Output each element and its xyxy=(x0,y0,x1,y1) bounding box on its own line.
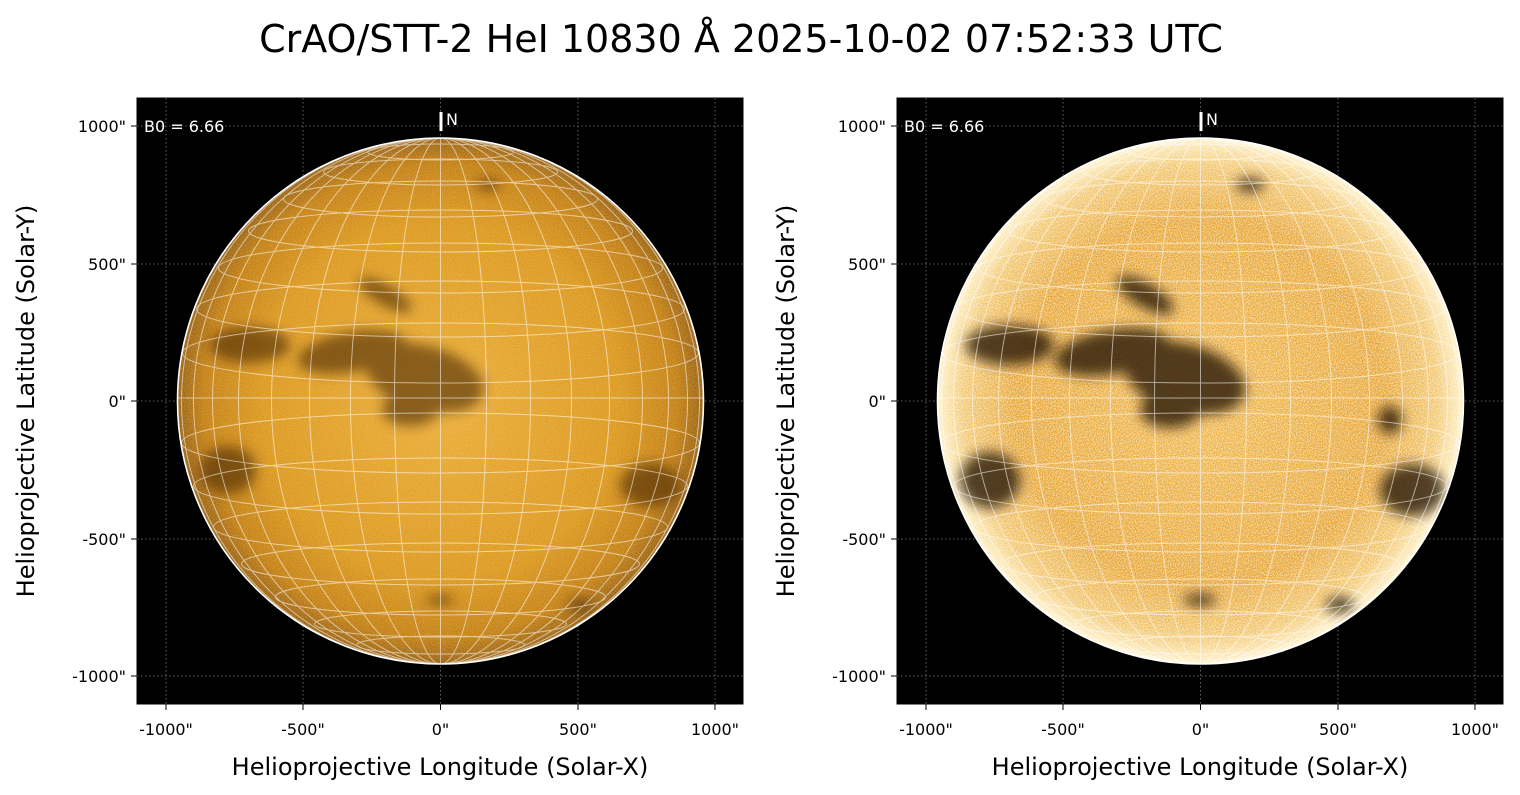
x-axis-label: Helioprojective Longitude (Solar-X) xyxy=(992,753,1409,781)
x-tick-labels: -1000" -500" 0" 500" 1000" xyxy=(899,720,1499,739)
solar-disk xyxy=(937,138,1464,664)
axis-ticks xyxy=(891,125,1476,710)
north-label: N xyxy=(446,110,458,129)
heliographic-grid xyxy=(937,138,1464,664)
solar-panel-standard: N B0 = 6.66 -1000" -500" 0" 500" 1000" 1… xyxy=(12,97,744,781)
figure-title: CrAO/STT-2 HeI 10830 Å 2025-10-02 07:52:… xyxy=(259,17,1223,61)
north-label: N xyxy=(1206,110,1218,129)
y-tick-label: 1000" xyxy=(838,117,886,136)
solar-panel-enhanced: N B0 = 6.66 -1000" -500" 0" 500" 1000" 1… xyxy=(772,97,1504,781)
x-axis-label: Helioprojective Longitude (Solar-X) xyxy=(232,753,649,781)
solar-limb xyxy=(176,137,705,665)
x-tick-label: -1000" xyxy=(139,720,193,739)
y-axis-label: Helioprojective Latitude (Solar-Y) xyxy=(12,205,40,598)
y-tick-label: -500" xyxy=(82,530,126,549)
y-tick-label: 0" xyxy=(108,392,126,411)
x-tick-label: 0" xyxy=(1192,720,1210,739)
y-tick-labels: 1000" 500" 0" -500" -1000" xyxy=(72,117,126,686)
y-axis-label: Helioprojective Latitude (Solar-Y) xyxy=(772,205,800,598)
y-tick-label: -1000" xyxy=(832,667,886,686)
heliographic-grid xyxy=(177,138,704,664)
x-tick-label: 1000" xyxy=(691,720,739,739)
y-tick-label: 500" xyxy=(88,255,126,274)
solar-disk xyxy=(177,138,704,664)
axis-ticks xyxy=(131,125,716,710)
x-tick-label: 500" xyxy=(559,720,597,739)
y-tick-label: 0" xyxy=(868,392,886,411)
x-tick-label: -500" xyxy=(281,720,325,739)
x-tick-label: 1000" xyxy=(1451,720,1499,739)
y-tick-labels: 1000" 500" 0" -500" -1000" xyxy=(832,117,886,686)
y-tick-label: -500" xyxy=(842,530,886,549)
b0-label: B0 = 6.66 xyxy=(144,117,224,136)
x-tick-labels: -1000" -500" 0" 500" 1000" xyxy=(139,720,739,739)
y-tick-label: 1000" xyxy=(78,117,126,136)
b0-label: B0 = 6.66 xyxy=(904,117,984,136)
x-tick-label: -500" xyxy=(1041,720,1085,739)
x-tick-label: 0" xyxy=(432,720,450,739)
x-tick-label: 500" xyxy=(1319,720,1357,739)
y-tick-label: 500" xyxy=(848,255,886,274)
x-tick-label: -1000" xyxy=(899,720,953,739)
solar-limb xyxy=(936,137,1465,665)
y-tick-label: -1000" xyxy=(72,667,126,686)
